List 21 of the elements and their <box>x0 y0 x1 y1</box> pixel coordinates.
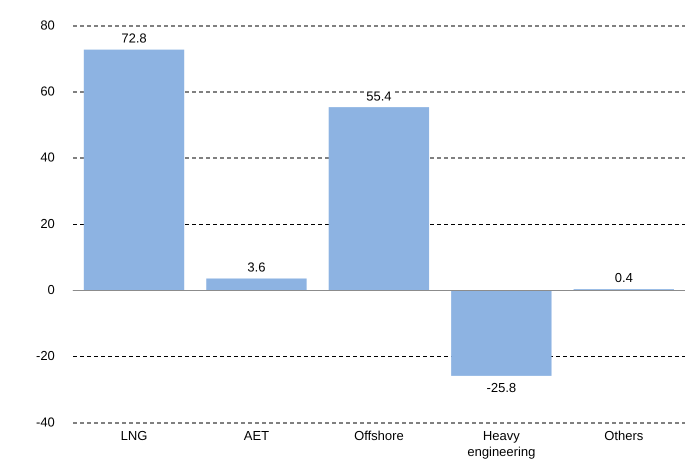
y-tick-label: -40 <box>36 414 55 430</box>
bar <box>206 278 307 290</box>
x-tick-label: LNG <box>120 428 148 444</box>
x-tick-label: AET <box>244 428 270 444</box>
data-label: 3.6 <box>247 260 266 275</box>
x-tick-label: Offshore <box>354 428 404 444</box>
bar <box>328 107 430 290</box>
y-tick-label: -20 <box>36 348 55 364</box>
data-label: 0.4 <box>614 270 633 286</box>
y-tick-label: 60 <box>40 84 55 99</box>
data-label: 72.8 <box>121 30 147 46</box>
y-tick-label: 80 <box>40 17 55 32</box>
data-label: -25.8 <box>486 380 516 395</box>
y-tick-label: 20 <box>40 216 55 231</box>
bar <box>84 50 184 290</box>
y-tick-label: 40 <box>40 150 55 165</box>
bar <box>451 290 552 376</box>
y-tick-label: 0 <box>48 282 55 298</box>
x-tick-label: Heavy engineering <box>467 428 536 459</box>
x-tick-label: Others <box>604 428 644 444</box>
data-label: 55.4 <box>366 88 392 104</box>
